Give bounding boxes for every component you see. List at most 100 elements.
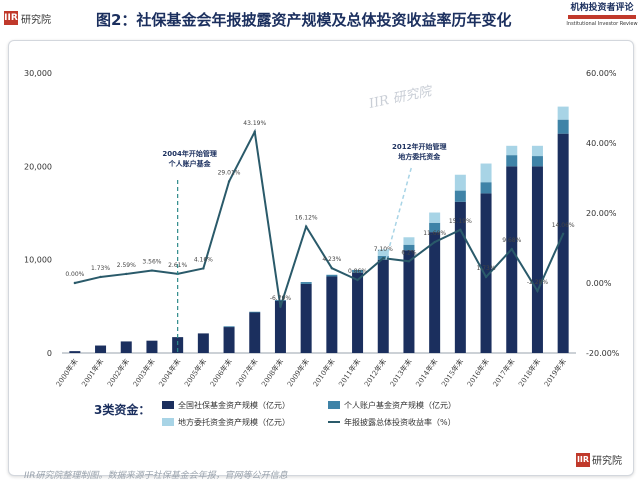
return-rate-point-9 xyxy=(304,225,308,228)
return-rate-data-label: 29.01% xyxy=(218,169,241,176)
bar-1-18 xyxy=(531,156,543,167)
x-tick-label: 2011年末 xyxy=(337,357,363,388)
bar-1-6 xyxy=(223,326,235,328)
legend-swatch-2 xyxy=(162,418,174,426)
bar-1-19 xyxy=(557,119,569,134)
annotation-2004-text: 2004年开始管理 xyxy=(162,149,216,158)
return-rate-data-label: 15.19% xyxy=(449,218,472,225)
annotation-2012-text: 地方委托资金 xyxy=(398,152,441,161)
return-rate-point-12 xyxy=(382,256,385,260)
legend-label-3: 年报披露总体投资收益率（%） xyxy=(344,417,456,427)
return-rate-data-label: 6.2% xyxy=(401,249,417,256)
bar-0-2 xyxy=(120,341,132,353)
return-rate-data-label: 2.59% xyxy=(117,262,136,269)
x-tick-label: 2013年末 xyxy=(388,357,414,388)
bar-2-16 xyxy=(480,163,492,183)
return-rate-data-label: 11.69% xyxy=(423,230,446,237)
x-tick-label: 2012年末 xyxy=(362,357,388,388)
return-rate-point-11 xyxy=(356,278,359,282)
bar-1-16 xyxy=(480,182,492,194)
legend-label-1: 个人账户基金资产规模（亿元） xyxy=(344,400,456,410)
x-tick-label: 2014年末 xyxy=(414,357,440,388)
bar-0-18 xyxy=(531,166,543,353)
return-rate-point-7 xyxy=(253,130,256,134)
return-rate-data-label: 4.23% xyxy=(322,256,341,263)
return-rate-data-label: 14.06% xyxy=(552,222,575,229)
x-tick-label: 2002年末 xyxy=(105,357,131,388)
bar-1-14 xyxy=(429,222,441,233)
return-rate-point-2 xyxy=(125,272,128,276)
chart-title: 图2：社保基金会年报披露资产规模及总体投资收益率历年变化 xyxy=(96,11,512,29)
return-rate-point-16 xyxy=(484,275,488,279)
return-rate-point-3 xyxy=(150,269,154,272)
iir-review-logo-subtitle: Institutional Investor Review xyxy=(566,21,638,27)
header: IIR 研究院 图2：社保基金会年报披露资产规模及总体投资收益率历年变化 机构投… xyxy=(0,0,640,38)
bar-0-4 xyxy=(172,337,184,353)
x-tick-label: 2010年末 xyxy=(311,357,337,388)
bar-0-5 xyxy=(197,333,209,353)
iir-review-logo-name: 机构投资者评论 xyxy=(570,3,634,13)
return-rate-point-1 xyxy=(99,275,102,279)
legend-swatch-1 xyxy=(328,401,340,409)
bar-0-19 xyxy=(557,133,569,353)
return-rate-point-18 xyxy=(536,289,539,293)
bar-1-9 xyxy=(300,282,312,284)
x-tick-label: 2005年末 xyxy=(182,357,208,388)
return-rate-data-label: -2.28% xyxy=(527,279,549,286)
return-rate-data-label: 16.12% xyxy=(295,215,318,222)
bar-0-6 xyxy=(223,327,235,353)
iir-footer-logo-text: 研究院 xyxy=(592,456,622,467)
x-tick-label: 2004年末 xyxy=(157,357,183,388)
bar-0-1 xyxy=(95,345,107,353)
bar-0-15 xyxy=(454,201,466,353)
bar-0-12 xyxy=(377,259,389,353)
annotation-2012-text: 2012年开始管理 xyxy=(392,142,446,151)
x-tick-label: 2018年末 xyxy=(516,357,542,388)
x-tick-label: 2006年末 xyxy=(208,357,234,388)
iir-logo: IIR 研究院 xyxy=(4,8,51,28)
bar-1-11 xyxy=(352,269,364,273)
x-tick-label: 2008年末 xyxy=(259,357,285,388)
return-rate-point-10 xyxy=(330,266,334,270)
return-rate-point-8 xyxy=(279,305,282,308)
return-rate-data-label: 0.86% xyxy=(348,268,367,275)
x-tick-label: 2016年末 xyxy=(465,357,491,388)
bar-0-17 xyxy=(506,166,518,353)
return-rate-data-label: 9.68% xyxy=(502,237,521,244)
return-rate-point-6 xyxy=(227,180,231,183)
bar-0-14 xyxy=(429,232,441,353)
bar-2-15 xyxy=(454,174,466,191)
y-right-tick-label: 60.00% xyxy=(586,69,617,78)
x-tick-label: 2000年末 xyxy=(54,357,80,388)
x-tick-label: 2017年末 xyxy=(491,357,517,388)
bar-1-15 xyxy=(454,190,466,202)
y-right-tick-label: 0.00% xyxy=(586,279,612,288)
bar-2-18 xyxy=(531,145,543,157)
return-rate-point-14 xyxy=(433,240,436,244)
bar-1-10 xyxy=(326,274,338,277)
return-rate-line xyxy=(74,128,565,308)
bar-1-13 xyxy=(403,244,415,251)
iir-footer-logo-mark: IIR xyxy=(576,452,590,467)
x-tick-label: 2001年末 xyxy=(80,357,106,388)
return-rate-data-label: 43.19% xyxy=(243,120,266,127)
x-tick-label: 2019年末 xyxy=(542,357,568,388)
return-rate-point-5 xyxy=(202,267,205,270)
y-left-tick-label: 20,000 xyxy=(24,162,52,171)
x-tick-label: 2015年末 xyxy=(439,357,465,388)
bar-1-17 xyxy=(506,155,518,167)
x-tick-label: 2009年末 xyxy=(285,357,311,388)
watermark: IIR 研究院 xyxy=(367,83,435,112)
bar-2-14 xyxy=(429,212,441,223)
bar-0-8 xyxy=(274,300,286,353)
iir-logo-mark: IIR xyxy=(4,11,18,25)
iir-review-logo: 机构投资者评论 Institutional Investor Review xyxy=(566,2,638,36)
legend-label-0: 全国社保基金资产规模（亿元） xyxy=(178,400,290,410)
y-right-tick-label: 20.00% xyxy=(586,209,617,218)
return-rate-data-label: 4.16% xyxy=(194,256,213,263)
return-rate-point-0 xyxy=(73,281,77,285)
bar-2-12 xyxy=(377,249,389,256)
bar-1-7 xyxy=(249,311,261,313)
bar-2-19 xyxy=(557,106,569,120)
